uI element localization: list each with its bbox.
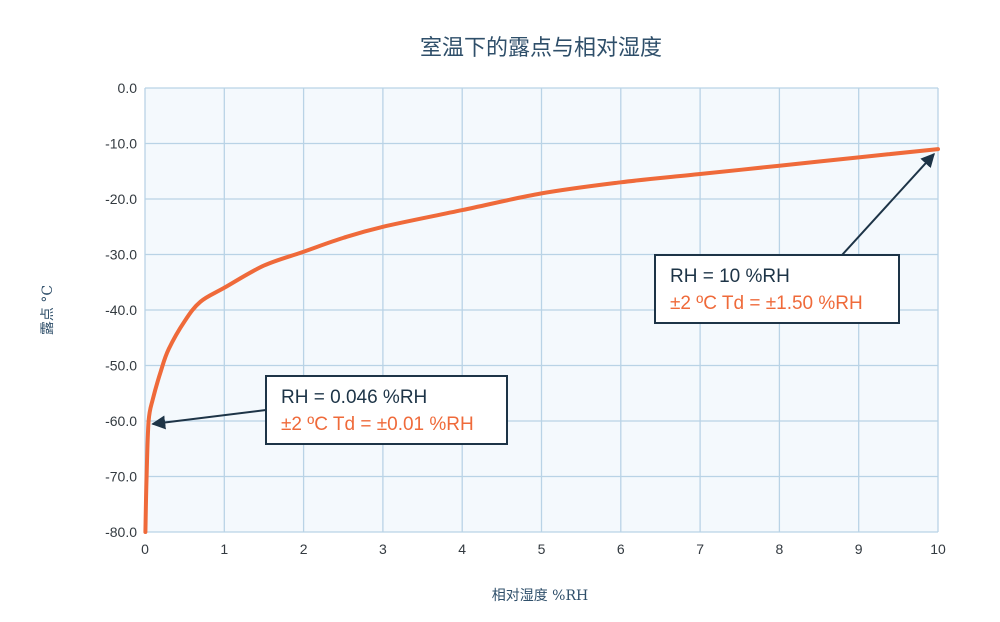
x-axis-label: 相对湿度 %RH — [492, 588, 589, 604]
chart-title: 室温下的露点与相对湿度 — [420, 36, 662, 61]
annotation-arrow — [151, 409, 267, 430]
y-axis-label: 露点 °C — [40, 285, 56, 335]
x-tick-label: 9 — [855, 541, 863, 557]
x-axis-ticks: 0 1 2 3 4 5 6 7 8 9 10 — [141, 541, 946, 557]
y-tick-label: -60.0 — [105, 413, 137, 429]
y-tick-label: -40.0 — [105, 302, 137, 318]
y-tick-label: -80.0 — [105, 524, 137, 540]
annotation-box — [265, 375, 508, 445]
x-tick-label: 2 — [300, 541, 308, 557]
annotation-line2: ±2 ºC Td = ±0.01 %RH — [281, 414, 474, 435]
y-tick-label: -50.0 — [105, 358, 137, 374]
x-tick-label: 3 — [379, 541, 387, 557]
annotation-box — [654, 254, 900, 324]
x-tick-label: 1 — [220, 541, 228, 557]
annotation-line2: ±2 ºC Td = ±1.50 %RH — [670, 293, 863, 314]
annotation-line1: RH = 10 %RH — [670, 266, 790, 287]
annotation-line1: RH = 0.046 %RH — [281, 387, 427, 408]
x-tick-label: 0 — [141, 541, 149, 557]
y-tick-label: -30.0 — [105, 247, 137, 263]
y-axis-ticks: 0.0 -10.0 -20.0 -30.0 -40.0 -50.0 -60.0 -70.0 -8… — [105, 80, 137, 540]
x-tick-label: 7 — [696, 541, 704, 557]
x-tick-label: 4 — [458, 541, 466, 557]
annotations: RH = 0.046 %RH ±2 ºC Td = ±0.01 %RH RH = 1… — [151, 153, 935, 445]
y-tick-label: -10.0 — [105, 136, 137, 152]
x-tick-label: 5 — [538, 541, 546, 557]
x-tick-label: 8 — [776, 541, 784, 557]
series-line-dewpoint — [143, 147, 940, 534]
x-tick-label: 6 — [617, 541, 625, 557]
y-tick-label: 0.0 — [118, 80, 138, 96]
x-tick-label: 10 — [930, 541, 946, 557]
annotation-1: RH = 0.046 %RH ±2 ºC Td = ±0.01 %RH — [151, 375, 508, 445]
annotation-arrow — [841, 153, 935, 256]
y-tick-label: -70.0 — [105, 469, 137, 485]
y-tick-label: -20.0 — [105, 191, 137, 207]
annotation-2: RH = 10 %RH ±2 ºC Td = ±1.50 %RH — [654, 153, 935, 324]
